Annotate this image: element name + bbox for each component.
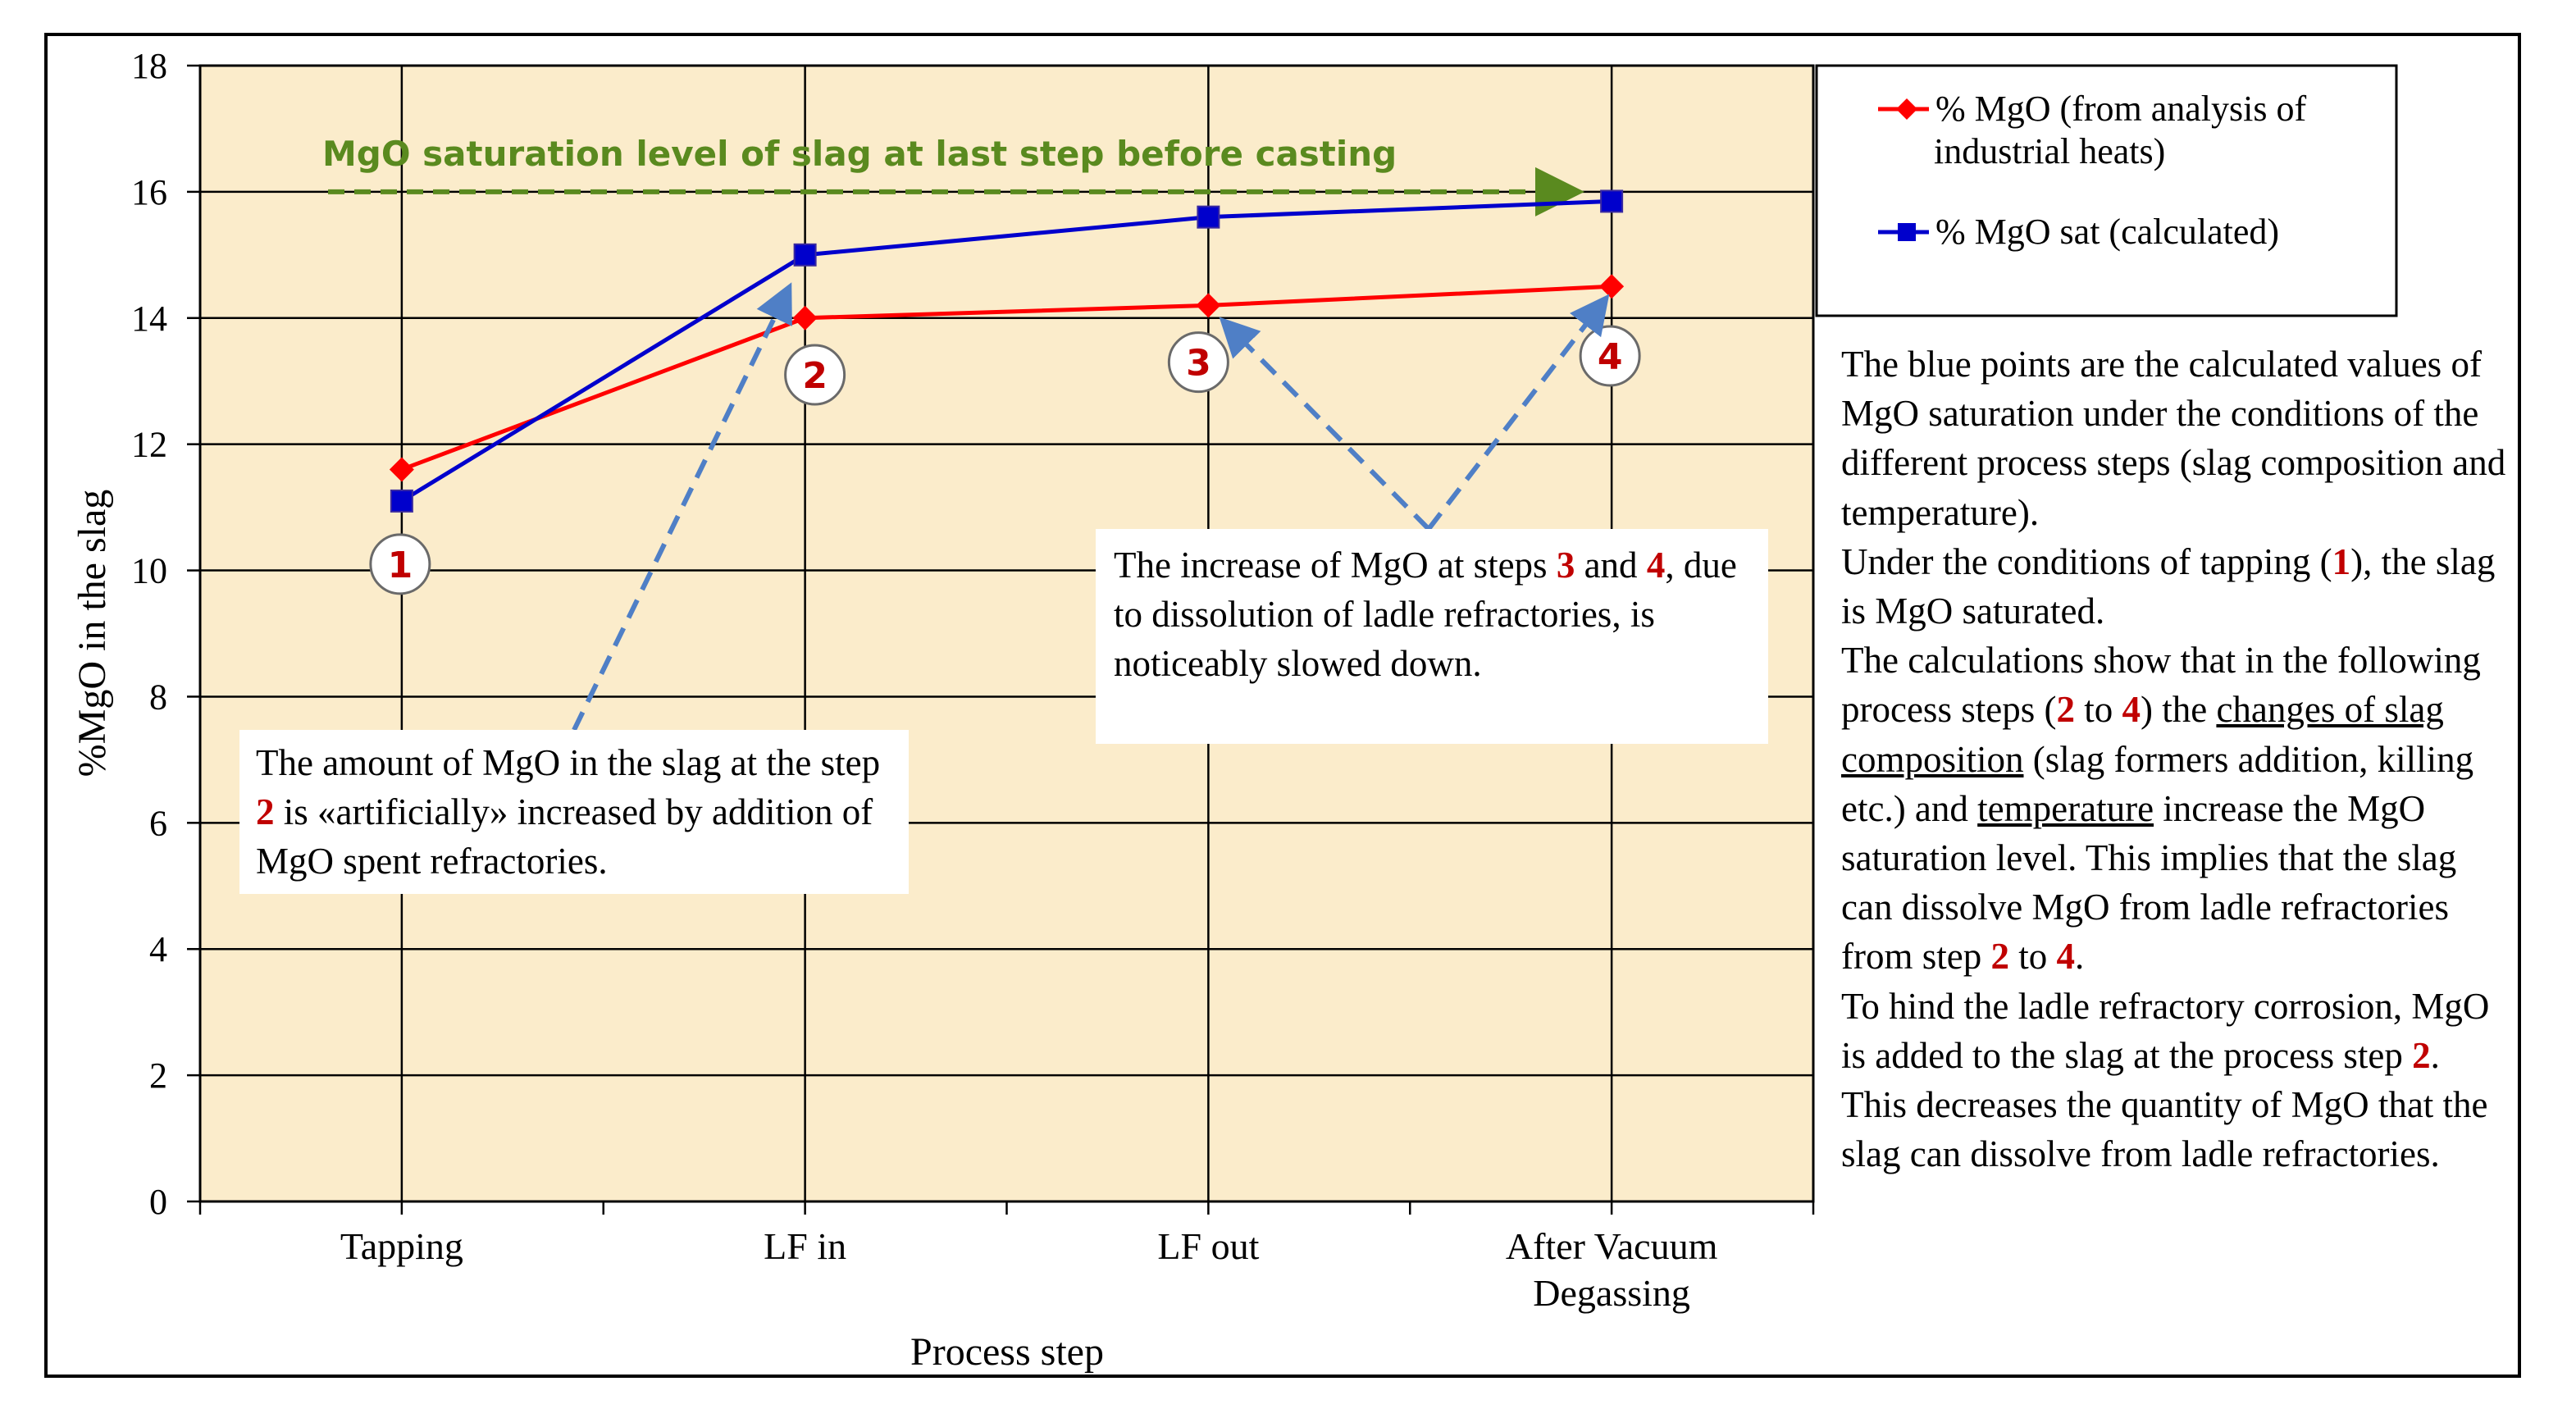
y-tick-label: 6 — [149, 803, 167, 843]
step-marker-number: 3 — [1186, 343, 1211, 385]
y-tick-label: 4 — [149, 929, 167, 969]
step-marker-number: 1 — [388, 545, 413, 586]
callout-arrow-step3 — [1219, 317, 1431, 531]
y-tick-label: 16 — [131, 172, 167, 212]
y-tick-label: 14 — [131, 299, 167, 339]
data-point-mgo — [389, 457, 414, 482]
legend-marker — [1898, 223, 1916, 241]
series-line — [400, 198, 1612, 504]
y-tick-label: 2 — [149, 1055, 167, 1096]
data-point-mgo-sat — [390, 489, 413, 513]
legend-marker — [1896, 98, 1917, 120]
step-marker-number: 4 — [1598, 336, 1623, 378]
y-tick-label: 10 — [131, 551, 167, 591]
data-point-mgo-sat — [793, 243, 817, 267]
annotation-step2: The amount of MgO in the slag at the ste… — [239, 730, 909, 894]
legend-label: % MgO (from analysis of industrial heats) — [1934, 89, 2306, 171]
data-point-mgo-sat — [1197, 205, 1220, 229]
saturation-level-label: MgO saturation level of slag at last ste… — [322, 134, 1397, 174]
legend-label: % MgO sat (calculated) — [1935, 212, 2279, 252]
series-line — [400, 284, 1612, 472]
step-ref: 2 — [256, 791, 275, 832]
x-category-label: LF in — [764, 1225, 846, 1267]
figure-frame — [44, 33, 2521, 1378]
step-marker-circle — [369, 533, 431, 595]
callout-arrow-step4 — [1426, 294, 1610, 531]
x-category-label: After Vacuum Degassing — [1506, 1225, 1718, 1314]
y-tick-label: 8 — [149, 677, 167, 717]
paragraph-2: Under the conditions of tapping (1), the… — [1841, 540, 2496, 632]
y-tick-label: 0 — [149, 1182, 167, 1222]
x-axis-title: Process step — [910, 1330, 1104, 1374]
step-marker-number: 2 — [802, 355, 828, 397]
data-point-mgo-sat — [1600, 189, 1624, 213]
paragraph-4: To hind the ladle refractory corrosion, … — [1841, 985, 2490, 1175]
explanation-text: The blue points are the calculated value… — [1841, 340, 2514, 1179]
callout-arrow-step2 — [572, 282, 792, 732]
step-marker-circle — [784, 344, 846, 406]
step-ref: 3 — [1556, 545, 1575, 586]
step-marker-circle — [1167, 331, 1229, 394]
data-point-mgo — [792, 305, 818, 331]
data-point-mgo — [1196, 293, 1221, 318]
x-category-label: LF out — [1157, 1225, 1259, 1267]
step-ref: 4 — [1646, 545, 1666, 586]
paragraph-3: The calculations show that in the follow… — [1841, 640, 2481, 978]
step-marker-circle — [1579, 325, 1641, 387]
y-axis-title: %MgO in the slag — [71, 490, 114, 777]
x-category-label: Tapping — [340, 1225, 463, 1267]
paragraph-1: The blue points are the calculated value… — [1841, 344, 2506, 533]
y-tick-label: 12 — [131, 425, 167, 465]
annotation-steps-3-4: The increase of MgO at steps 3 and 4, du… — [1096, 529, 1768, 744]
data-point-mgo — [1599, 274, 1625, 299]
y-tick-label: 18 — [131, 46, 167, 86]
